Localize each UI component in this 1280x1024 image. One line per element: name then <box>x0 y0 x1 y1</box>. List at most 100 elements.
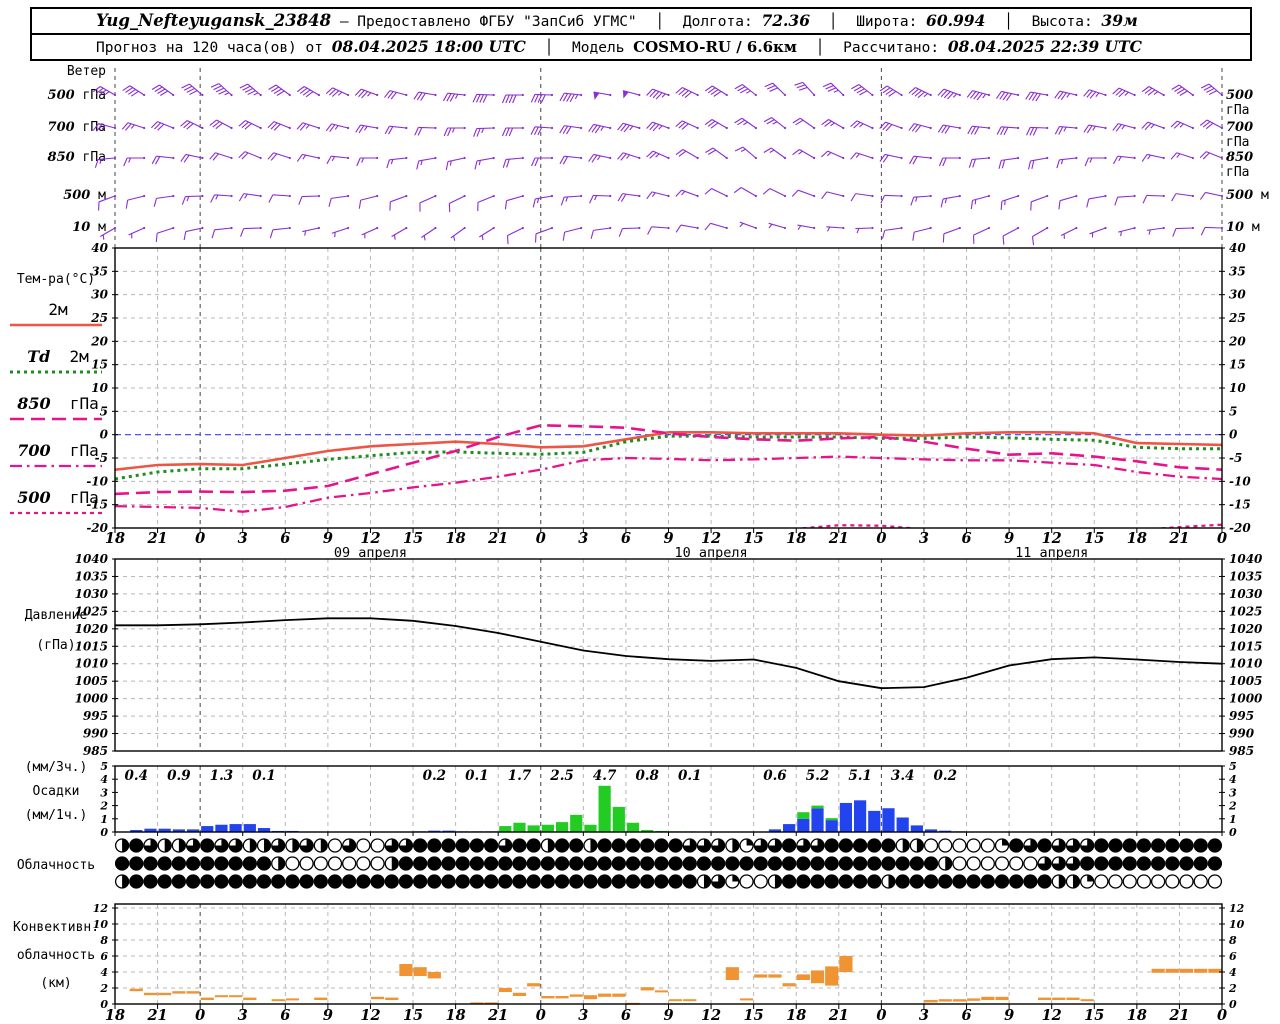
svg-text:6: 6 <box>961 530 971 547</box>
svg-text:12: 12 <box>1229 902 1245 915</box>
svg-text:21: 21 <box>828 1007 849 1024</box>
legend-td2m-line-sample <box>10 370 102 374</box>
curve-t850 <box>115 423 1222 496</box>
svg-text:0.9: 0.9 <box>167 768 191 784</box>
svg-text:1010: 1010 <box>75 657 109 671</box>
header-row-station: Yug_Nefteyugansk_23848 — Предоставлено Ф… <box>32 9 1250 35</box>
pressure-unit-label: (гПа) <box>36 638 76 653</box>
altitude-label: Высота: <box>1031 14 1093 30</box>
wind-level-700hpa-label-right: 700 гПа <box>1226 120 1254 150</box>
svg-text:-15: -15 <box>86 498 108 512</box>
svg-text:6: 6 <box>621 530 631 547</box>
svg-text:0: 0 <box>1217 530 1227 547</box>
svg-text:1000: 1000 <box>75 692 109 706</box>
svg-text:15: 15 <box>91 358 108 372</box>
legend-t850: 850 гПа <box>8 394 108 423</box>
curve-pressure <box>115 617 1223 690</box>
svg-text:15: 15 <box>403 1007 423 1024</box>
svg-text:18: 18 <box>786 1007 806 1024</box>
svg-text:21: 21 <box>146 1007 167 1024</box>
pressure-panel-label: Давление <box>24 608 88 623</box>
svg-text:4: 4 <box>1229 966 1237 979</box>
svg-text:0.4: 0.4 <box>125 768 149 784</box>
header-row-model: Прогноз на 120 часа(ов) от 08.04.2025 18… <box>32 35 1250 59</box>
svg-text:0: 0 <box>1217 1007 1227 1024</box>
wind-barbs-panel <box>92 81 1224 246</box>
svg-text:6: 6 <box>100 950 108 963</box>
cloud-symbols <box>114 838 1223 889</box>
svg-text:15: 15 <box>1229 358 1246 372</box>
panel-frames <box>112 247 1225 1009</box>
svg-text:3: 3 <box>578 1007 588 1024</box>
precip-3h-unit-label: (мм/3ч.) <box>24 760 88 775</box>
svg-text:9: 9 <box>1004 530 1014 547</box>
svg-text:25: 25 <box>1228 311 1246 325</box>
wind-level-row-1 <box>92 117 1224 137</box>
svg-text:3: 3 <box>919 1007 929 1024</box>
svg-text:-15: -15 <box>1229 498 1251 512</box>
separator: │ <box>815 40 825 56</box>
svg-text:10: 10 <box>93 918 109 931</box>
svg-text:20: 20 <box>90 334 108 348</box>
svg-text:3: 3 <box>100 786 108 799</box>
svg-text:995: 995 <box>83 709 108 723</box>
cloud-panel-label: Облачность <box>16 858 96 873</box>
svg-text:6: 6 <box>961 1007 971 1024</box>
svg-text:1005: 1005 <box>75 674 108 688</box>
header: Yug_Nefteyugansk_23848 — Предоставлено Ф… <box>30 7 1252 61</box>
precip-bars: 0.4 0.9 1.3 0.1 0.2 0.1 1.7 2.5 4.7 0.8 0.1 0.6 5.2 5… <box>125 768 966 832</box>
wind-level-500m-label: 500 м <box>63 188 106 203</box>
svg-text:0: 0 <box>536 530 546 547</box>
svg-text:12: 12 <box>1042 1007 1062 1024</box>
pressure-curve <box>115 617 1223 690</box>
provider-text: — Предоставлено ФГБУ "ЗапСиб УГМС" <box>339 14 637 30</box>
svg-text:18: 18 <box>786 530 806 547</box>
svg-text:3: 3 <box>238 1007 248 1024</box>
svg-text:2: 2 <box>99 800 108 813</box>
svg-text:-5: -5 <box>1229 451 1242 465</box>
svg-text:0.8: 0.8 <box>635 768 659 784</box>
svg-text:5.2: 5.2 <box>806 768 830 784</box>
svg-text:3: 3 <box>919 530 929 547</box>
svg-text:985: 985 <box>1229 744 1254 758</box>
svg-text:-10: -10 <box>86 474 108 488</box>
svg-text:2.5: 2.5 <box>549 768 574 784</box>
svg-text:0: 0 <box>100 998 108 1011</box>
latitude-label: Широта: <box>856 14 918 30</box>
svg-text:18: 18 <box>1127 530 1147 547</box>
legend-t500: 500 гПа <box>8 488 108 517</box>
svg-text:12: 12 <box>701 1007 721 1024</box>
legend-t700-line-sample <box>10 464 102 468</box>
svg-text:18: 18 <box>446 1007 466 1024</box>
wind-level-row-3 <box>98 187 1224 213</box>
model-name: COSMO-RU / 6.6км <box>633 38 797 56</box>
svg-text:1040: 1040 <box>1229 552 1263 566</box>
svg-text:10: 10 <box>1229 381 1246 395</box>
curve-t2m <box>115 431 1222 471</box>
svg-text:12: 12 <box>360 530 380 547</box>
svg-text:0.6: 0.6 <box>763 768 787 784</box>
svg-text:11 апреля: 11 апреля <box>1015 545 1088 561</box>
separator: │ <box>1004 14 1013 30</box>
svg-text:6: 6 <box>280 1007 290 1024</box>
svg-text:21: 21 <box>1168 1007 1189 1024</box>
svg-text:0: 0 <box>876 1007 886 1024</box>
svg-text:30: 30 <box>1229 288 1246 302</box>
svg-text:1030: 1030 <box>1229 587 1263 601</box>
svg-text:1040: 1040 <box>75 552 109 566</box>
svg-text:2: 2 <box>1228 982 1237 995</box>
svg-text:12: 12 <box>93 902 109 915</box>
calc-label: Рассчитано: <box>843 40 940 56</box>
svg-text:985: 985 <box>83 744 108 758</box>
convective-panel-label-2: облачность <box>16 948 96 963</box>
wind-level-500m-label-right: 500 м <box>1226 188 1269 203</box>
svg-text:20: 20 <box>1228 334 1246 348</box>
svg-text:35: 35 <box>91 264 108 278</box>
longitude-label: Долгота: <box>682 14 753 30</box>
svg-text:-20: -20 <box>1229 521 1251 535</box>
svg-text:1035: 1035 <box>1229 569 1262 583</box>
separator: │ <box>828 14 838 30</box>
svg-text:40: 40 <box>1229 241 1246 255</box>
